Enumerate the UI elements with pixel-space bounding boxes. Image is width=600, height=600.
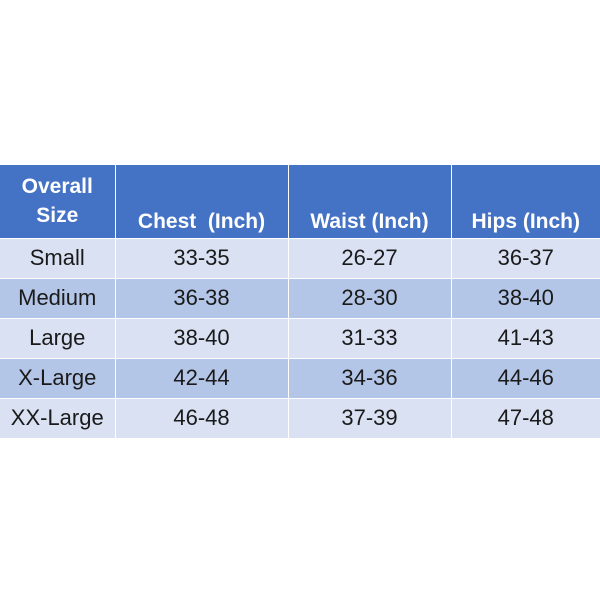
header-chest: Chest (Inch) [115, 165, 289, 238]
cell-hips: 47-48 [451, 398, 600, 438]
cell-chest: 38-40 [115, 318, 289, 358]
cell-chest: 46-48 [115, 398, 289, 438]
cell-waist: 34-36 [288, 358, 452, 398]
cell-hips: 38-40 [451, 278, 600, 318]
cell-waist: 37-39 [288, 398, 452, 438]
table-row: XX-Large 46-48 37-39 47-48 [0, 398, 600, 438]
table-row: Large 38-40 31-33 41-43 [0, 318, 600, 358]
table-row: Medium 36-38 28-30 38-40 [0, 278, 600, 318]
header-size-line1: Overall [21, 175, 93, 199]
table-header: Overall Size Chest (Inch) Waist (Inch) H… [0, 165, 600, 238]
cell-hips: 36-37 [451, 238, 600, 278]
table-body: Small 33-35 26-27 36-37 Medium 36-38 28-… [0, 238, 600, 438]
cell-chest: 36-38 [115, 278, 289, 318]
table-row: Small 33-35 26-27 36-37 [0, 238, 600, 278]
size-chart-container: Overall Size Chest (Inch) Waist (Inch) H… [0, 165, 600, 438]
table-row: X-Large 42-44 34-36 44-46 [0, 358, 600, 398]
header-size-line2: Size [36, 204, 79, 228]
cell-waist: 26-27 [288, 238, 452, 278]
cell-chest: 33-35 [115, 238, 289, 278]
cell-waist: 31-33 [288, 318, 452, 358]
cell-size: Small [0, 238, 116, 278]
cell-waist: 28-30 [288, 278, 452, 318]
header-waist: Waist (Inch) [288, 165, 452, 238]
cell-hips: 44-46 [451, 358, 600, 398]
size-chart-table: Overall Size Chest (Inch) Waist (Inch) H… [0, 165, 600, 438]
cell-size: Large [0, 318, 116, 358]
header-overall-size: Overall Size [0, 165, 116, 238]
cell-size: X-Large [0, 358, 116, 398]
cell-hips: 41-43 [451, 318, 600, 358]
cell-size: XX-Large [0, 398, 116, 438]
cell-chest: 42-44 [115, 358, 289, 398]
cell-size: Medium [0, 278, 116, 318]
header-hips: Hips (Inch) [451, 165, 600, 238]
header-row: Overall Size Chest (Inch) Waist (Inch) H… [0, 165, 600, 238]
